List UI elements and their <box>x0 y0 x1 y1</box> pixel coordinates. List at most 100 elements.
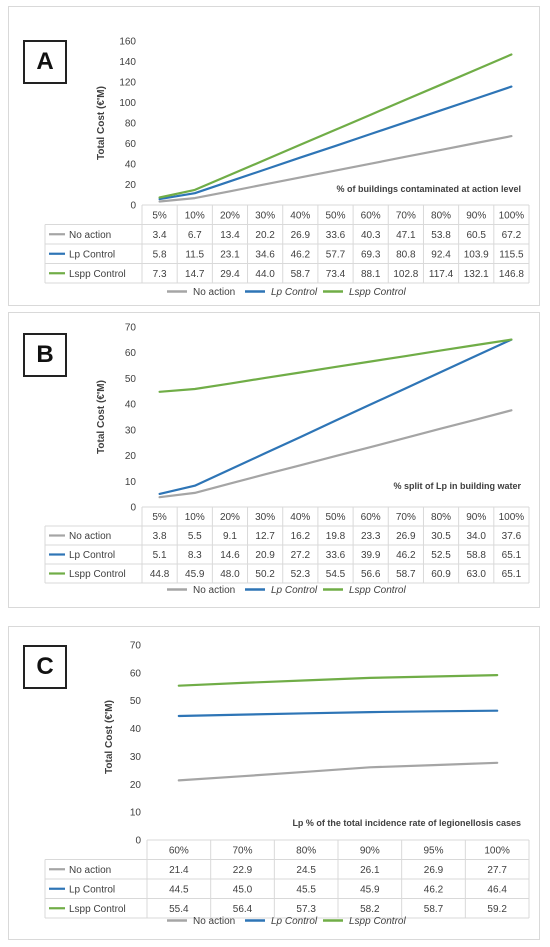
table-row-label: Lspp Control <box>69 904 126 915</box>
table-cell: 44.8 <box>150 569 170 580</box>
table-header-cell: 5% <box>152 512 167 523</box>
table-cell: 20.2 <box>255 230 275 241</box>
table-row-label: Lspp Control <box>69 569 126 580</box>
series-line-1 <box>158 409 513 499</box>
y-tick-label: 70 <box>125 323 137 334</box>
table-header-cell: 90% <box>466 210 486 221</box>
y-tick-label: 20 <box>125 180 137 191</box>
table-cell: 69.3 <box>361 249 381 260</box>
table-header-cell: 20% <box>220 512 240 523</box>
table-header-cell: 50% <box>325 210 345 221</box>
table-cell: 58.7 <box>291 269 311 280</box>
y-tick-label: 60 <box>125 348 137 359</box>
chart-a-svg: 0 20 40 60 80 100 120 140 160 Total Cost (€'M) % o… <box>44 37 530 298</box>
table-header-cell: 60% <box>361 210 381 221</box>
table-cell: 53.8 <box>431 230 451 241</box>
table-cell: 63.0 <box>466 569 486 580</box>
table-header-cell: 70% <box>396 512 416 523</box>
chart-panel-c: 0 10 20 30 40 50 60 70 Total Cost (€'M) Lp % of t… <box>8 626 540 940</box>
table-cell: 27.7 <box>487 865 507 876</box>
table-cell: 14.6 <box>220 550 240 561</box>
table-cell: 60.5 <box>466 230 486 241</box>
table-row-label: Lspp Control <box>69 269 126 280</box>
table-cell: 58.7 <box>424 904 444 915</box>
table-header-cell: 90% <box>466 512 486 523</box>
table-cell: 34.6 <box>255 249 275 260</box>
y-tick-label: 50 <box>125 374 137 385</box>
table-row-label: Lp Control <box>69 550 115 561</box>
series-line-2 <box>158 85 513 201</box>
table-cell: 56.6 <box>361 569 381 580</box>
legend-label: Lspp Control <box>349 585 406 596</box>
table-cell: 26.1 <box>360 865 380 876</box>
y-tick-label: 10 <box>130 808 142 819</box>
table-cell: 58.2 <box>360 904 380 915</box>
y-axis-label: Total Cost (€'M) <box>96 86 107 160</box>
table-cell: 88.1 <box>361 269 381 280</box>
table-cell: 21.4 <box>169 865 189 876</box>
table-cell: 52.3 <box>291 569 311 580</box>
legend-label: No action <box>193 585 235 596</box>
table-cell: 44.5 <box>169 884 189 895</box>
table-cell: 7.3 <box>153 269 167 280</box>
table-header-cell: 70% <box>232 845 252 856</box>
legend-label: Lp Control <box>271 585 318 596</box>
table-header-cell: 60% <box>361 512 381 523</box>
table-header-cell: 40% <box>290 210 310 221</box>
table-cell: 39.9 <box>361 550 381 561</box>
table-header-cell: 70% <box>396 210 416 221</box>
table-cell: 47.1 <box>396 230 416 241</box>
chart-title: Lp % of the total incidence rate of legi… <box>292 818 521 828</box>
y-tick-label: 0 <box>135 836 141 847</box>
panel-label-c: C <box>23 645 67 689</box>
table-cell: 50.2 <box>255 569 275 580</box>
table-cell: 52.5 <box>431 550 451 561</box>
chart-title: % split of Lp in building water <box>394 481 522 491</box>
table-cell: 58.7 <box>396 569 416 580</box>
table-row-label: No action <box>69 865 111 876</box>
table-cell: 132.1 <box>464 269 489 280</box>
table-row-label: No action <box>69 531 111 542</box>
series-line-1 <box>177 761 499 782</box>
table-header-cell: 100% <box>499 512 525 523</box>
table-cell: 33.6 <box>326 550 346 561</box>
table-cell: 24.5 <box>296 865 316 876</box>
y-tick-label: 60 <box>130 668 142 679</box>
table-row-label: No action <box>69 230 111 241</box>
legend-label: No action <box>193 287 235 298</box>
y-tick-label: 30 <box>125 425 137 436</box>
table-cell: 73.4 <box>326 269 346 280</box>
y-tick-label: 40 <box>125 400 137 411</box>
table-cell: 20.9 <box>255 550 275 561</box>
y-tick-label: 40 <box>125 160 137 171</box>
table-cell: 5.1 <box>153 550 167 561</box>
table-cell: 45.9 <box>185 569 205 580</box>
legend-label: Lp Control <box>271 916 318 927</box>
y-tick-label: 50 <box>130 696 142 707</box>
legend-label: No action <box>193 916 235 927</box>
y-tick-label: 70 <box>130 641 142 652</box>
table-cell: 23.1 <box>220 249 240 260</box>
legend-label: Lspp Control <box>349 287 406 298</box>
table-cell: 46.2 <box>291 249 311 260</box>
table-cell: 26.9 <box>396 531 416 542</box>
table-cell: 46.2 <box>424 884 444 895</box>
series-line-2 <box>158 338 513 495</box>
table-cell: 22.9 <box>233 865 253 876</box>
table-cell: 45.9 <box>360 884 380 895</box>
table-cell: 44.0 <box>255 269 275 280</box>
table-cell: 13.4 <box>220 230 240 241</box>
table-header-cell: 10% <box>185 210 205 221</box>
table-header-cell: 95% <box>423 845 443 856</box>
table-cell: 117.4 <box>429 269 454 280</box>
table-cell: 26.9 <box>291 230 311 241</box>
table-cell: 12.7 <box>255 531 275 542</box>
table-cell: 57.7 <box>326 249 346 260</box>
table-cell: 34.0 <box>466 531 486 542</box>
y-tick-label: 80 <box>125 119 137 130</box>
y-tick-label: 160 <box>119 37 136 48</box>
table-cell: 3.4 <box>153 230 167 241</box>
table-cell: 33.6 <box>326 230 346 241</box>
table-cell: 46.4 <box>487 884 507 895</box>
series-line-2 <box>177 709 499 718</box>
